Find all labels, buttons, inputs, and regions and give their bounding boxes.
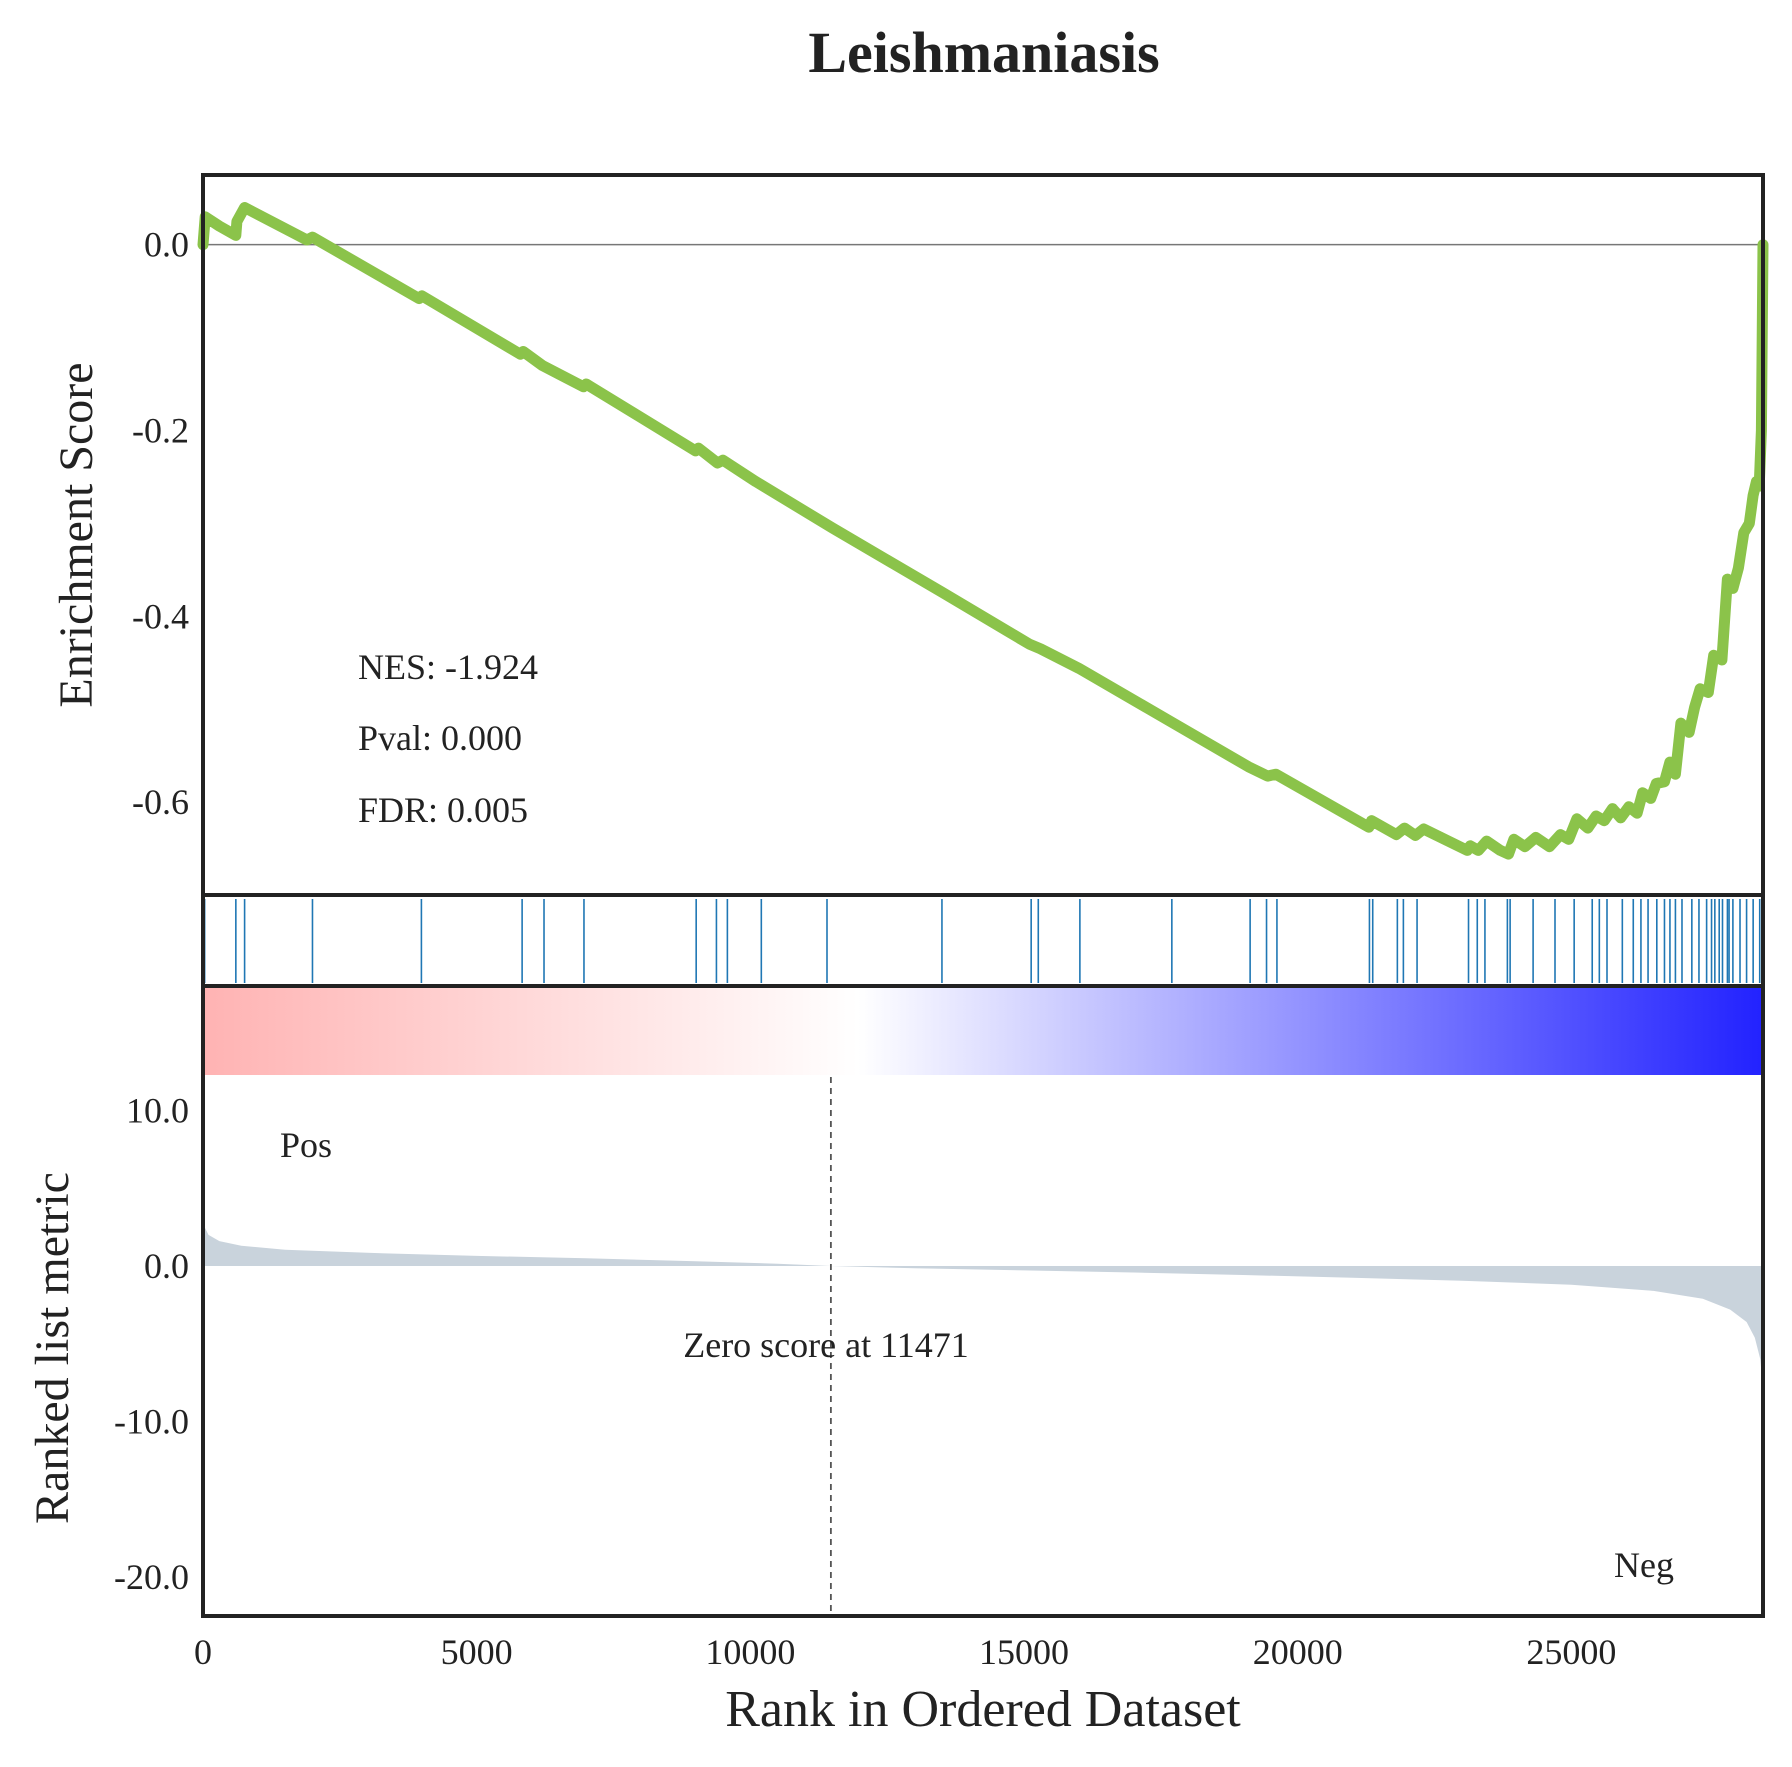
es-y-ticks: 0.0 -0.2 -0.4 -0.6 <box>132 225 189 822</box>
neg-label: Neg <box>1614 1545 1674 1585</box>
nes-stat: NES: -1.924 <box>358 647 538 687</box>
es-y-tick-label: -0.6 <box>132 782 189 822</box>
x-tick-label: 10000 <box>705 1632 795 1672</box>
metric-y-tick-label: 10.0 <box>126 1090 189 1130</box>
es-y-tick-label: -0.4 <box>132 596 189 636</box>
es-y-label: Enrichment Score <box>50 362 103 707</box>
metric-panel: Zero score at 11471 Pos Neg 10.0 0.0 -10.0… <box>26 984 1765 1618</box>
metric-y-ticks: 10.0 0.0 -10.0 -20.0 <box>114 1090 189 1597</box>
x-tick-label: 25000 <box>1526 1632 1616 1672</box>
metric-panel-frame <box>201 984 1765 1618</box>
pval-stat: Pval: 0.000 <box>358 718 522 758</box>
enrichment-curve <box>197 202 1769 860</box>
es-panel-frame <box>201 173 1765 897</box>
zero-score-label: Zero score at 11471 <box>683 1325 969 1365</box>
x-tick-label: 0 <box>194 1632 212 1672</box>
chart-title: Leishmaniasis <box>808 20 1159 85</box>
x-tick-label: 15000 <box>979 1632 1069 1672</box>
gene-hits <box>203 899 1761 983</box>
pos-label: Pos <box>280 1125 332 1165</box>
hits-panel <box>201 893 1765 988</box>
x-axis-label: Rank in Ordered Dataset <box>725 1681 1241 1738</box>
fdr-stat: FDR: 0.005 <box>358 790 528 830</box>
es-y-tick-label: 0.0 <box>144 225 189 265</box>
enrichment-panel: 0.0-0.2-0.4-0.6 NES: -1.924 Pval: 0.000 … <box>50 173 1769 897</box>
metric-y-tick-label: -10.0 <box>114 1402 189 1442</box>
hits-panel-frame <box>201 893 1765 988</box>
metric-y-tick-label: -20.0 <box>114 1557 189 1597</box>
x-ticks: 0 5000 10000 15000 20000 25000 <box>194 1632 1616 1672</box>
es-y-tick-label: -0.2 <box>132 410 189 450</box>
metric-y-label: Ranked list metric <box>26 1172 79 1524</box>
metric-area <box>203 1203 1763 1391</box>
metric-y-tick-label: 0.0 <box>144 1246 189 1286</box>
x-tick-label: 5000 <box>441 1632 513 1672</box>
x-tick-label: 20000 <box>1253 1632 1343 1672</box>
rank-heatmap-bar <box>203 987 1763 1075</box>
